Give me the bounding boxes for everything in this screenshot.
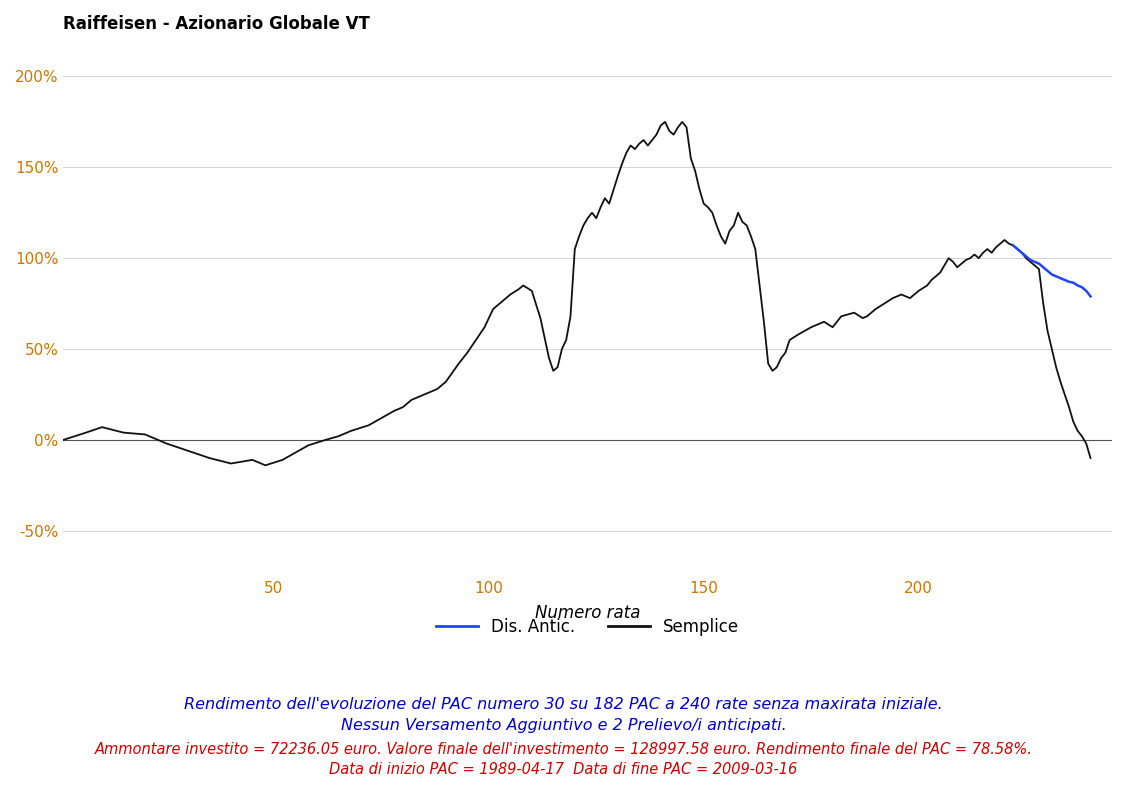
Text: Nessun Versamento Aggiuntivo e 2 Prelievo/i anticipati.: Nessun Versamento Aggiuntivo e 2 Preliev… (340, 719, 787, 733)
Text: Rendimento dell'evoluzione del PAC numero 30 su 182 PAC a 240 rate senza maxirat: Rendimento dell'evoluzione del PAC numer… (184, 697, 943, 712)
X-axis label: Numero rata: Numero rata (535, 604, 640, 622)
Text: Data di inizio PAC = 1989-04-17  Data di fine PAC = 2009-03-16: Data di inizio PAC = 1989-04-17 Data di … (329, 763, 798, 777)
Text: Raiffeisen - Azionario Globale VT: Raiffeisen - Azionario Globale VT (63, 15, 371, 33)
Legend: Dis. Antic., Semplice: Dis. Antic., Semplice (429, 611, 746, 643)
Text: Ammontare investito = 72236.05 euro. Valore finale dell'investimento = 128997.58: Ammontare investito = 72236.05 euro. Val… (95, 743, 1032, 757)
